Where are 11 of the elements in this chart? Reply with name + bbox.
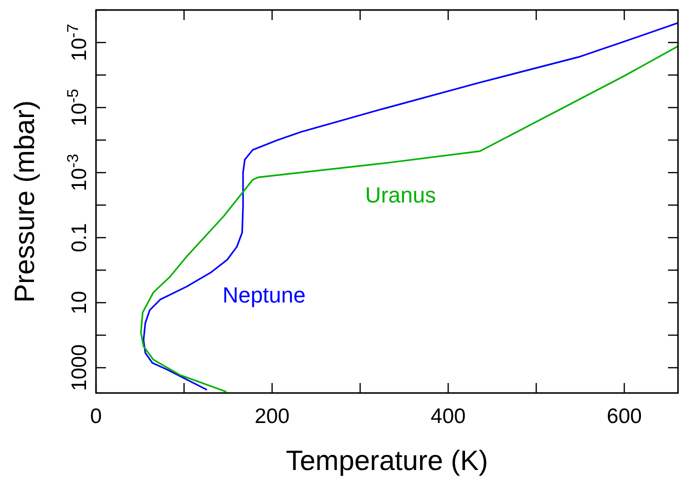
x-tick-label: 400 [430, 405, 466, 428]
y-tick-label: 1000 [68, 344, 91, 392]
series-label: Uranus [365, 182, 436, 208]
y-axis-title: Pressure (mbar) [9, 100, 40, 303]
series-label: Neptune [222, 282, 306, 308]
x-tick-label: 0 [90, 405, 102, 428]
x-tick-label: 600 [606, 405, 642, 428]
x-tick-label: 200 [254, 405, 290, 428]
y-tick-label: 0.1 [68, 223, 91, 252]
x-axis-title: Temperature (K) [286, 445, 488, 476]
y-tick-label: 10 [68, 290, 91, 314]
